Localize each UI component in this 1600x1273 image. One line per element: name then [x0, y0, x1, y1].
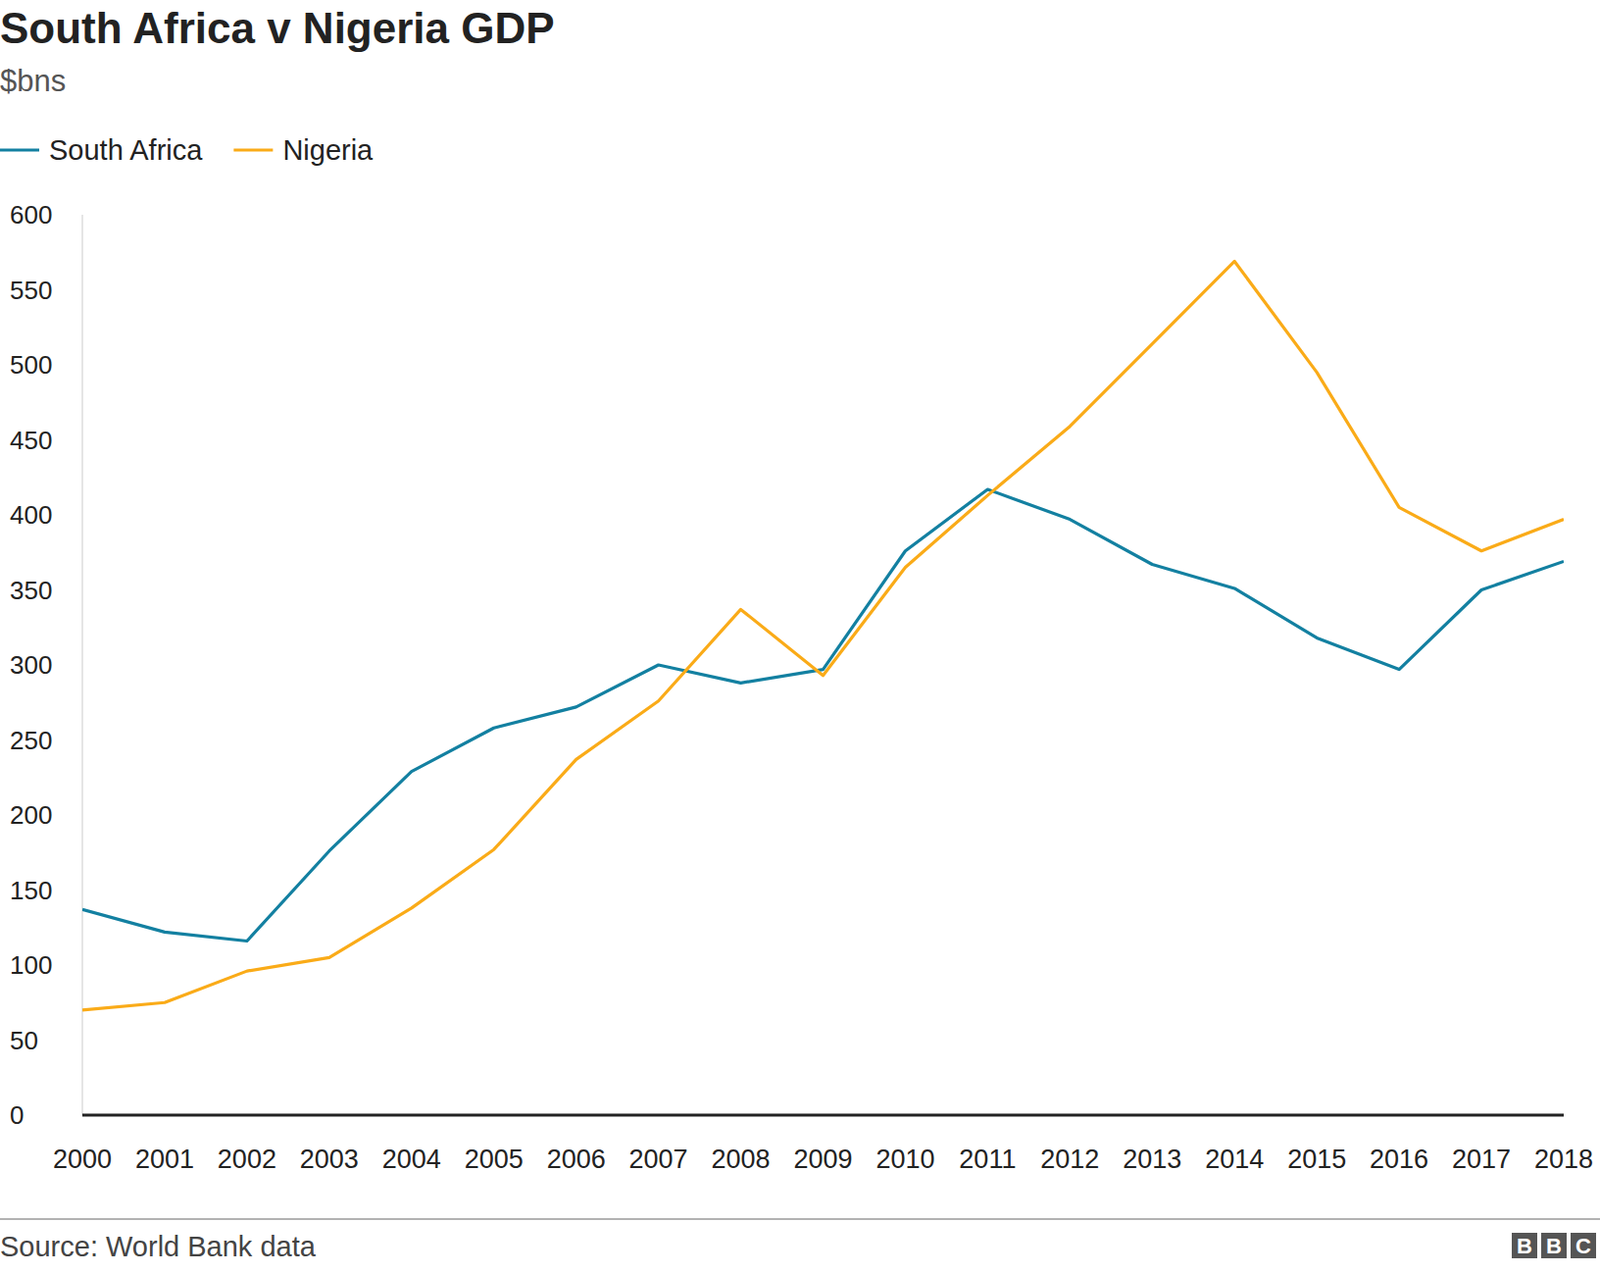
- y-tick-label: 300: [9, 650, 52, 680]
- x-tick-label: 2015: [1287, 1144, 1347, 1174]
- x-tick-label: 2016: [1369, 1144, 1429, 1174]
- logo-letter: B: [1516, 1233, 1533, 1258]
- y-tick-label: 250: [9, 725, 52, 755]
- logo-box: [1570, 1232, 1597, 1258]
- x-tick-label: 2006: [547, 1144, 606, 1174]
- y-tick-label: 200: [9, 800, 52, 830]
- x-tick-label: 2010: [875, 1144, 935, 1174]
- line-series: [82, 489, 1564, 942]
- logo: BBC: [1511, 1232, 1597, 1258]
- x-tick-label: 2013: [1122, 1144, 1182, 1174]
- x-tick-label: 2007: [629, 1144, 689, 1174]
- x-tick-label: 2011: [958, 1144, 1016, 1174]
- logo-letter: C: [1575, 1233, 1592, 1258]
- legend-entry: Nigeria: [233, 134, 374, 166]
- x-tick-label: 2018: [1534, 1144, 1594, 1174]
- y-tick-label: 0: [9, 1100, 24, 1130]
- x-tick-label: 2002: [217, 1144, 277, 1174]
- y-tick-label: 50: [9, 1025, 39, 1055]
- y-tick-label: 550: [9, 275, 52, 305]
- y-tick-label: 500: [9, 350, 52, 380]
- y-tick-label: 350: [9, 575, 52, 605]
- x-axis: [82, 1113, 1564, 1117]
- x-tick-label: 2001: [135, 1144, 195, 1174]
- x-tick-label: 2005: [464, 1144, 524, 1174]
- x-tick-label: 2008: [711, 1144, 771, 1174]
- legend-label: South Africa: [49, 134, 203, 166]
- x-tick-label: 2017: [1451, 1144, 1511, 1174]
- chart: South Africa v Nigeria GDP $bns South Afri…: [0, 0, 1600, 1273]
- title: South Africa v Nigeria GDP: [0, 3, 555, 52]
- logo-letter: B: [1546, 1233, 1562, 1258]
- legend-label: Nigeria: [282, 134, 374, 166]
- x-tick-label: 2009: [793, 1144, 852, 1174]
- subtitle: $bns: [0, 63, 66, 99]
- legend-swatch: [0, 149, 40, 152]
- y-tick-label: 600: [9, 200, 52, 230]
- legend-entry: South Africa: [0, 134, 203, 166]
- plot-area: [82, 260, 1564, 1009]
- x-tick-label: 2012: [1040, 1144, 1100, 1174]
- x-tick-label: 2000: [52, 1144, 112, 1174]
- logo-box: [1511, 1232, 1538, 1258]
- y-tick-label: 100: [9, 950, 52, 980]
- x-tick-label: 2004: [382, 1144, 442, 1174]
- x-tick-label: 2003: [300, 1144, 359, 1174]
- legend-swatch: [233, 149, 273, 152]
- y-tick-label: 450: [9, 425, 52, 455]
- y-tick-label: 150: [9, 875, 52, 905]
- y-axis: [81, 214, 84, 1115]
- logo-box: [1541, 1232, 1567, 1258]
- x-tick-label: 2014: [1204, 1144, 1264, 1174]
- line-series: [82, 260, 1564, 1009]
- source: Source: World Bank data: [0, 1230, 317, 1262]
- y-tick-label: 400: [9, 500, 52, 530]
- footer-rule: [0, 1217, 1600, 1220]
